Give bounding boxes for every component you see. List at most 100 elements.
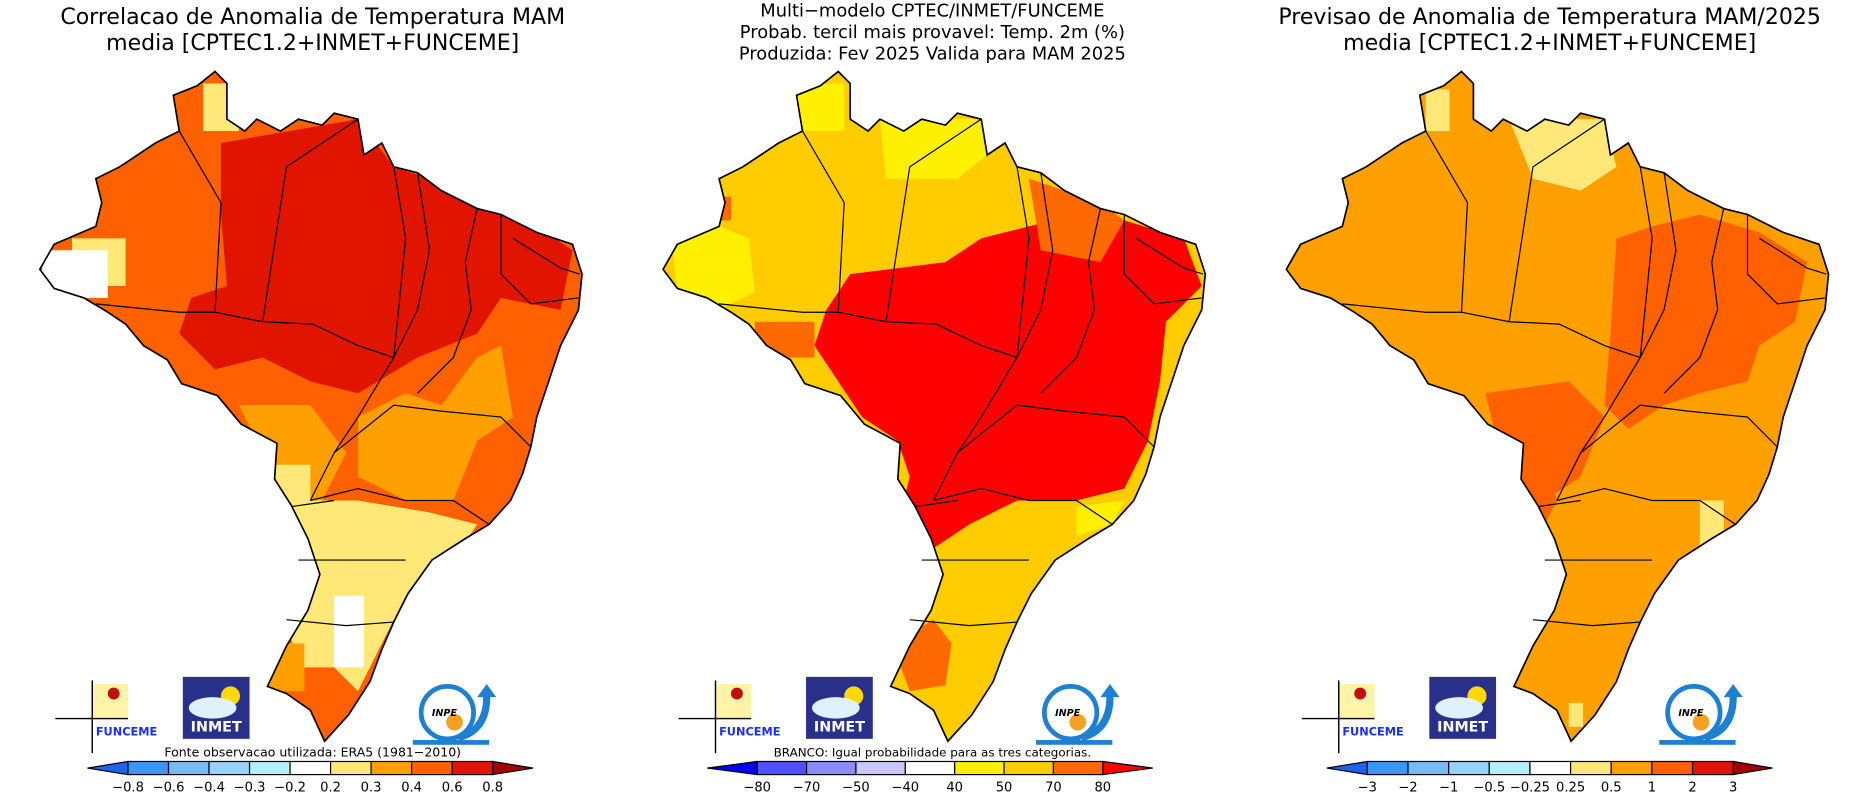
colorbar-bin — [1488, 760, 1531, 776]
state-border — [309, 166, 407, 501]
state-border — [1759, 237, 1827, 275]
state-border — [1580, 404, 1778, 454]
map-anomaly-region — [1425, 89, 1450, 132]
inpe-logo-text: INPE — [1678, 708, 1703, 719]
state-border — [915, 499, 958, 508]
map-title-line: Correlacao de Anomalia de Temperatura MA… — [60, 5, 565, 30]
map-anomaly-region — [274, 464, 311, 537]
funceme-logo: FUNCEME — [1301, 680, 1404, 754]
inpe-logo-dot — [1692, 713, 1710, 731]
map-anomaly-region — [1485, 381, 1605, 501]
map-anomaly-region — [814, 214, 1202, 549]
state-border — [909, 619, 1018, 627]
state-border — [286, 619, 394, 627]
colorbar-tick-label: 3 — [1729, 780, 1737, 795]
colorbar-tick-label: −40 — [891, 780, 919, 795]
panel-3: Previsao de Anomalia de Temperatura MAM/… — [1278, 5, 1830, 795]
state-border — [1538, 499, 1581, 508]
map-anomaly-region — [671, 226, 755, 310]
colorbar-tick-label: 0.3 — [361, 780, 382, 795]
country-border — [1285, 70, 1830, 743]
colorbar-tick-label: 50 — [996, 780, 1013, 795]
state-border — [292, 499, 335, 508]
inmet-logo-text: INMET — [191, 720, 242, 736]
map-brazil — [38, 70, 583, 743]
map-anomaly-region — [1076, 500, 1125, 537]
colorbar-tick-label: 0.4 — [401, 780, 422, 795]
colorbar-tick-label: −0.25 — [1510, 780, 1550, 795]
map-anomaly-region — [357, 345, 513, 501]
map-title-line: Previsao de Anomalia de Temperatura MAM/… — [1278, 5, 1821, 30]
colorbar-bin — [329, 760, 372, 776]
map-brazil — [662, 70, 1207, 743]
colorbar-tick-label: −0.2 — [274, 780, 306, 795]
colorbar-tick-label: −0.5 — [1473, 780, 1505, 795]
colorbar-bin — [805, 760, 857, 776]
country-border — [38, 70, 583, 743]
logos: FUNCEME INMET INPE — [1301, 676, 1743, 754]
colorbar-arrow-low — [707, 760, 758, 776]
colorbar-tick-label: 40 — [946, 780, 963, 795]
map-anomaly-region — [1604, 214, 1808, 430]
state-border — [1123, 214, 1202, 305]
colorbar-bin — [904, 760, 956, 776]
colorbar-bin — [451, 760, 494, 776]
map-fill — [663, 71, 1206, 742]
colorbar-bin — [1651, 760, 1694, 776]
inmet-logo: INMET — [806, 676, 873, 739]
colorbar-arrow-high — [1732, 760, 1773, 776]
inpe-logo: INPE — [412, 684, 497, 745]
state-border — [512, 237, 580, 275]
state-border — [957, 404, 1155, 454]
map-anomaly-region — [879, 119, 988, 179]
colorbar-bin — [756, 760, 808, 776]
colorbar-tick-label: −50 — [842, 780, 870, 795]
map-anomaly-region — [1028, 178, 1125, 263]
colorbar-tick-label: −2 — [1398, 780, 1417, 795]
funceme-logo-dot — [730, 687, 743, 700]
map-anomaly-region — [334, 595, 364, 668]
colorbar-bin — [1610, 760, 1653, 776]
colorbar-tick-label: −0.3 — [234, 780, 266, 795]
map-anomaly-region — [39, 71, 583, 742]
state-border — [1532, 619, 1641, 627]
map-anomaly-region — [179, 119, 573, 394]
state-border — [1746, 214, 1826, 305]
cloud-icon — [188, 697, 237, 719]
funceme-logo: FUNCEME — [55, 680, 157, 754]
colorbar-tick-label: −0.8 — [112, 780, 144, 795]
country-border — [662, 70, 1207, 743]
colorbar-tick-label: 1 — [1648, 780, 1656, 795]
map-anomaly-region — [1509, 119, 1617, 191]
panel-1: Correlacao de Anomalia de Temperatura MA… — [38, 5, 583, 795]
colorbar-tick-label: −80 — [743, 780, 771, 795]
funceme-logo-text: FUNCEME — [1342, 724, 1403, 738]
inmet-logo-text: INMET — [1437, 720, 1488, 736]
state-border — [1639, 172, 1677, 358]
arrow-icon — [1703, 684, 1743, 742]
inpe-logo: INPE — [1036, 684, 1120, 745]
state-border — [417, 208, 478, 394]
colorbar-tick-label: 70 — [1045, 780, 1062, 795]
inpe-logo-ring — [1042, 684, 1100, 742]
colorbar-bin — [411, 760, 453, 776]
map-anomaly-region — [754, 321, 815, 358]
colorbar-arrow-high — [1102, 760, 1153, 776]
state-border — [1425, 130, 1469, 313]
colorbar: −80 −70 −50 −40 40 50 70 80 — [707, 760, 1153, 795]
map-title-line: media [CPTEC1.2+INMET+FUNCEME] — [1343, 31, 1756, 56]
funceme-logo-dot — [107, 687, 120, 700]
arrow-icon — [456, 684, 497, 742]
inpe-logo-banner — [1659, 740, 1736, 745]
state-border — [500, 214, 579, 305]
state-border — [310, 487, 490, 525]
colorbar-footnote: Fonte observacao utilizada: ERA5 (1981−2… — [164, 745, 461, 760]
state-border — [1135, 237, 1204, 275]
state-border — [1556, 487, 1736, 525]
map-title-line: Produzida: Fev 2025 Valida para MAM 2025 — [739, 44, 1126, 65]
map-title-line: media [CPTEC1.2+INMET+FUNCEME] — [106, 31, 519, 56]
inmet-logo-text: INMET — [814, 720, 865, 736]
state-border — [885, 118, 982, 322]
map-fill — [39, 71, 583, 742]
map-anomaly-region — [1568, 703, 1584, 727]
